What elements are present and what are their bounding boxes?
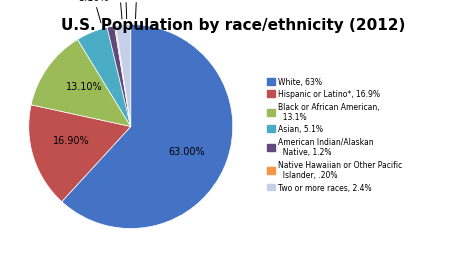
Text: 63.00%: 63.00% xyxy=(169,146,205,156)
Wedge shape xyxy=(62,25,233,229)
Wedge shape xyxy=(116,25,131,127)
Legend: White, 63%, Hispanic or Latino*, 16.9%, Black or African American,
  13.1%, Asia: White, 63%, Hispanic or Latino*, 16.9%, … xyxy=(265,76,403,193)
Wedge shape xyxy=(29,105,131,202)
Text: 16.90%: 16.90% xyxy=(53,135,89,146)
Wedge shape xyxy=(31,40,131,127)
Wedge shape xyxy=(107,27,131,127)
Wedge shape xyxy=(78,28,131,127)
Text: 5.10%: 5.10% xyxy=(78,0,109,24)
Text: 2.40%: 2.40% xyxy=(121,0,152,20)
Text: 13.10%: 13.10% xyxy=(66,82,103,92)
Text: U.S. Population by race/ethnicity (2012): U.S. Population by race/ethnicity (2012) xyxy=(61,18,406,33)
Text: 1.20%: 1.20% xyxy=(105,0,135,20)
Text: 0.20%: 0.20% xyxy=(110,0,141,20)
Wedge shape xyxy=(114,26,131,127)
